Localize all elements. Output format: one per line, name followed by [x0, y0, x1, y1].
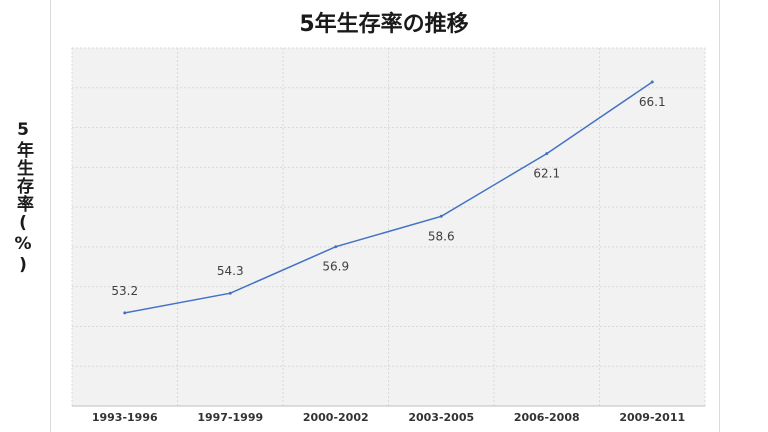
x-tick-label: 1997-1999	[197, 411, 263, 424]
series-line	[124, 81, 653, 314]
data-point	[123, 311, 127, 315]
x-tick-labels: 1993-1996 1997-1999 2000-2002 2003-2005 2006…	[92, 411, 685, 424]
x-tick-label: 1993-1996	[92, 411, 158, 424]
series-layer	[123, 80, 654, 315]
data-label: 62.1	[533, 167, 560, 181]
data-label: 56.9	[322, 260, 349, 274]
data-label: 66.1	[639, 95, 666, 109]
data-label: 53.2	[111, 284, 138, 298]
plot-area	[72, 48, 705, 406]
x-tick-label: 2000-2002	[303, 411, 369, 424]
data-label: 58.6	[428, 229, 455, 243]
data-point	[650, 80, 654, 84]
data-label: 54.3	[217, 264, 244, 278]
chart-title: 5年生存率の推移	[299, 12, 469, 37]
x-tick-label: 2009-2011	[619, 411, 685, 424]
gridlines	[71, 47, 706, 407]
data-labels: 53.2 54.3 56.9 58.6 62.1 66.1	[111, 95, 665, 298]
data-point	[545, 152, 549, 156]
x-tick-label: 2003-2005	[408, 411, 474, 424]
data-point	[439, 214, 443, 218]
data-point	[228, 291, 232, 295]
data-point	[334, 245, 338, 249]
chart-frame	[50, 0, 720, 432]
x-tick-label: 2006-2008	[514, 411, 580, 424]
y-axis-label: 5年生存率(%)	[13, 120, 33, 276]
